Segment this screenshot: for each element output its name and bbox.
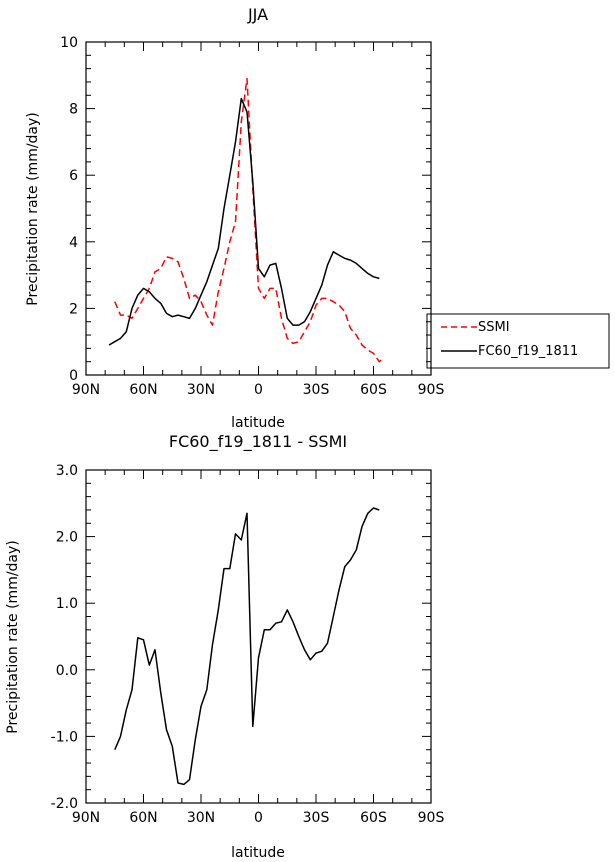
chart1-title: JJA (247, 5, 268, 24)
chart2-x-tick-label: 90S (418, 810, 445, 826)
chart1-series-fc60-f19-1811 (108, 97, 380, 346)
chart2-plot-frame (85, 469, 432, 804)
chart2-x-tick-label: 0 (254, 810, 263, 826)
chart1-x-tick-label: 60N (129, 382, 157, 398)
chart2-title: FC60_f19_1811 - SSMI (169, 432, 347, 452)
chart1-xlabel: latitude (231, 415, 285, 431)
chart1-x-tick-label: 0 (254, 382, 263, 398)
chart1-y-tick-label: 4 (69, 235, 78, 251)
chart2-y-tick-label: 1.0 (56, 596, 78, 612)
chart2-ylabel: Precipitation rate (mm/day) (5, 540, 21, 734)
chart2-y-tick-label: -2.0 (51, 796, 78, 812)
chart2-series-fc60-f19-1811-ssmi (114, 507, 380, 786)
chart1-y-tick-label: 10 (60, 35, 78, 51)
chart2-x-tick-label: 60S (360, 810, 387, 826)
chart2-xlabel: latitude (231, 845, 285, 861)
chart2-x-tick-label: 30N (187, 810, 215, 826)
chart1-x-tick-label: 30N (187, 382, 215, 398)
legend-label-ssmi: SSMI (478, 320, 510, 335)
chart1-ylabel: Precipitation rate (mm/day) (25, 112, 41, 306)
chart1-y-tick-label: 6 (69, 168, 78, 184)
chart1-series-ssmi (114, 77, 384, 363)
chart1-plot-frame (85, 41, 432, 376)
legend-label-fc60: FC60_f19_1811 (478, 344, 578, 359)
chart1-x-tick-label: 90N (72, 382, 100, 398)
chart2-y-tick-label: 0.0 (56, 663, 78, 679)
chart1-x-tick-label: 60S (360, 382, 387, 398)
chart2-x-tick-label: 60N (129, 810, 157, 826)
chart1-x-tick-label: 30S (303, 382, 330, 398)
chart2-x-tick-label: 90N (72, 810, 100, 826)
chart1-y-tick-label: 8 (69, 102, 78, 118)
legend-box (426, 313, 610, 369)
chart1-y-tick-label: 2 (69, 301, 78, 317)
chart1-y-tick-label: 0 (69, 368, 78, 384)
chart2-y-tick-label: 2.0 (56, 530, 78, 546)
chart2-y-tick-label: -1.0 (51, 729, 78, 745)
chart2-y-tick-label: 3.0 (56, 463, 78, 479)
chart1-x-tick-label: 90S (418, 382, 445, 398)
chart2-x-tick-label: 30S (303, 810, 330, 826)
